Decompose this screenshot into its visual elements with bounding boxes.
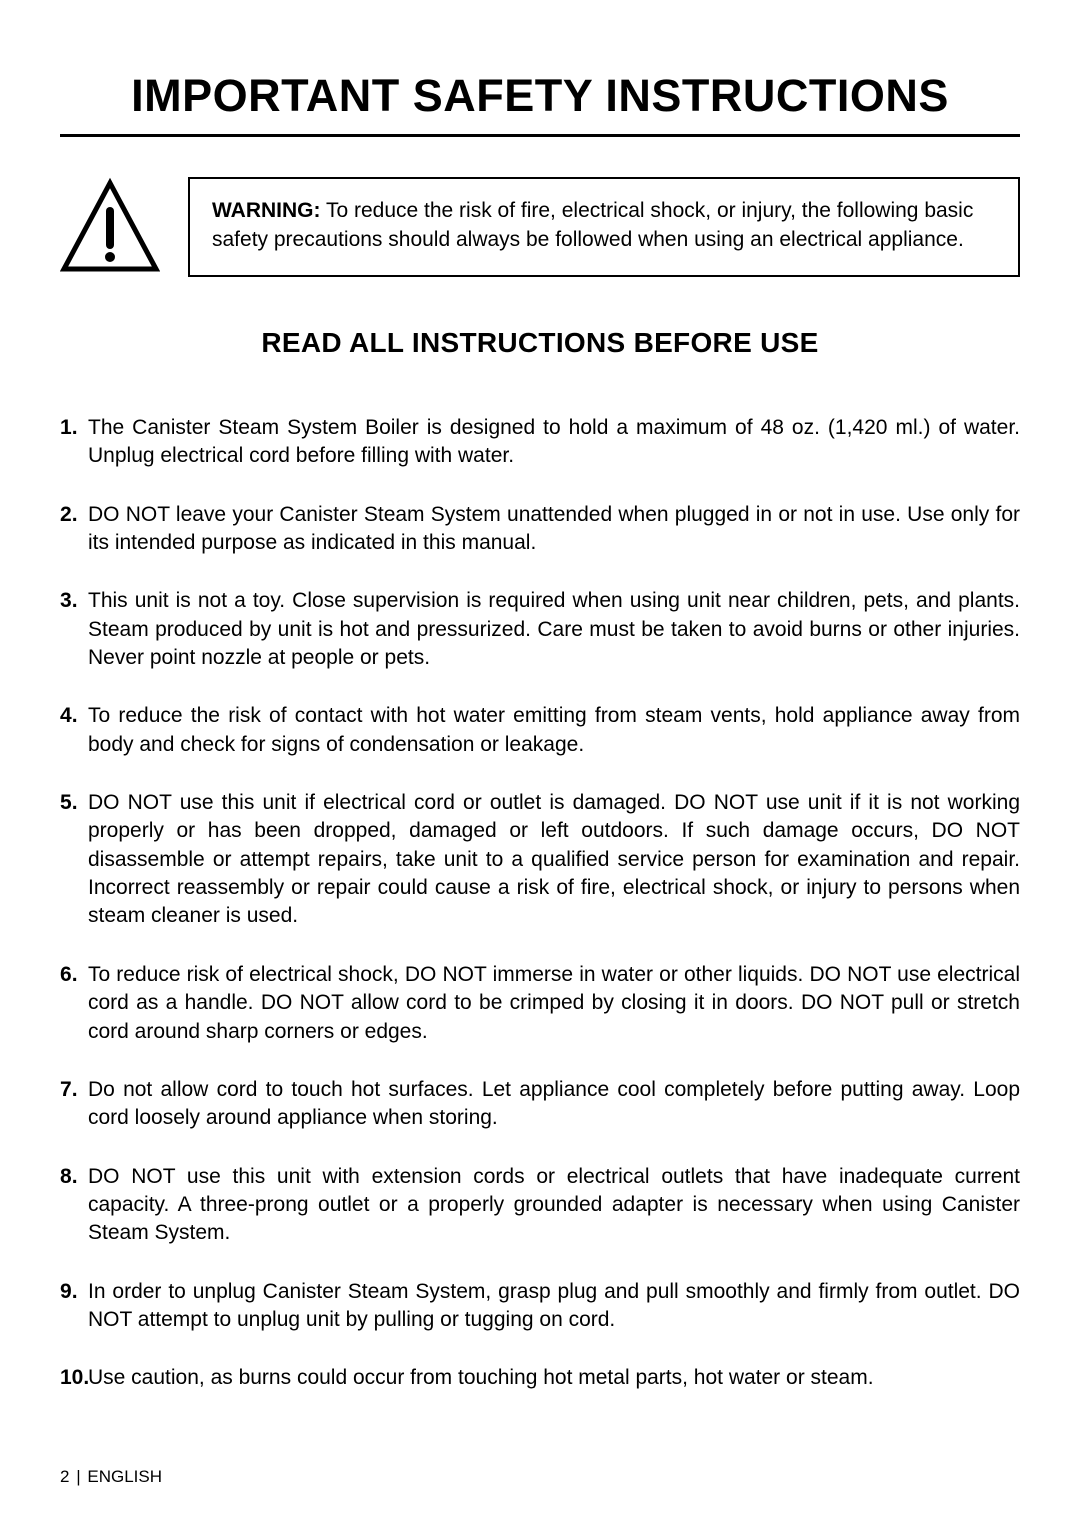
instruction-item: DO NOT use this unit with extension cord… xyxy=(60,1163,1020,1248)
instruction-item: To reduce risk of electrical shock, DO N… xyxy=(60,961,1020,1046)
instruction-item: Use caution, as burns could occur from t… xyxy=(60,1364,1020,1392)
footer-language: ENGLISH xyxy=(87,1467,162,1486)
footer-separator: | xyxy=(74,1467,82,1486)
warning-text: To reduce the risk of fire, electrical s… xyxy=(212,199,973,251)
document-page: IMPORTANT SAFETY INSTRUCTIONS WARNING: T… xyxy=(0,0,1080,1527)
instruction-item: DO NOT leave your Canister Steam System … xyxy=(60,501,1020,558)
instruction-item: Do not allow cord to touch hot surfaces.… xyxy=(60,1076,1020,1133)
instruction-list: The Canister Steam System Boiler is desi… xyxy=(60,414,1020,1393)
warning-triangle-icon xyxy=(60,177,160,277)
warning-row: WARNING: To reduce the risk of fire, ele… xyxy=(60,177,1020,277)
instruction-item: The Canister Steam System Boiler is desi… xyxy=(60,414,1020,471)
instruction-item: DO NOT use this unit if electrical cord … xyxy=(60,789,1020,931)
instruction-item: In order to unplug Canister Steam System… xyxy=(60,1278,1020,1335)
instruction-item: This unit is not a toy. Close supervisio… xyxy=(60,587,1020,672)
subheading: READ ALL INSTRUCTIONS BEFORE USE xyxy=(60,327,1020,359)
warning-box: WARNING: To reduce the risk of fire, ele… xyxy=(188,177,1020,277)
instruction-item: To reduce the risk of contact with hot w… xyxy=(60,702,1020,759)
footer-page-number: 2 xyxy=(60,1467,69,1486)
page-footer: 2 | ENGLISH xyxy=(60,1467,162,1487)
page-title: IMPORTANT SAFETY INSTRUCTIONS xyxy=(60,70,1020,137)
warning-label: WARNING: xyxy=(212,199,321,222)
